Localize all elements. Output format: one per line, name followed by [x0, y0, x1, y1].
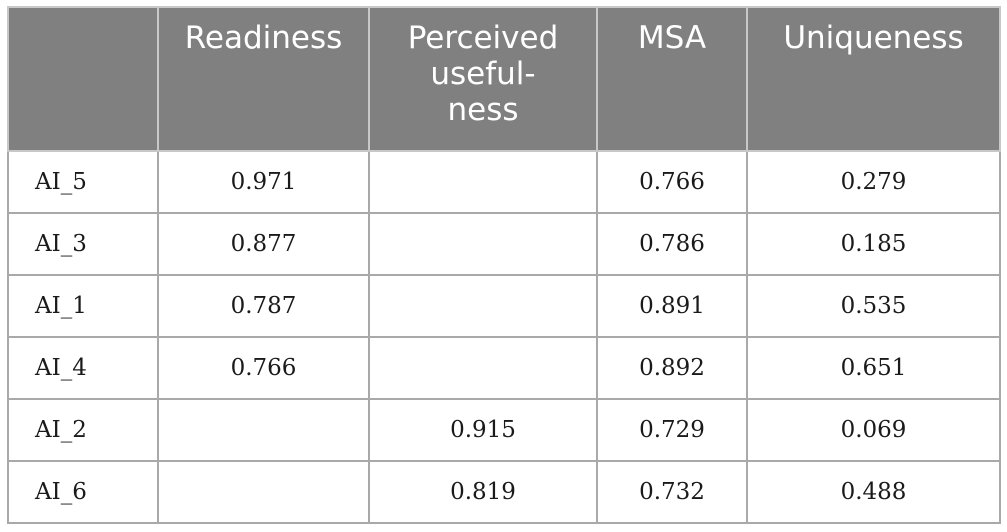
table-row: AI_2 0.915 0.729 0.069 [7, 398, 1001, 462]
uniqueness-cell: 0.185 [746, 212, 1001, 276]
factor-loadings-table: Readiness Perceived useful- ness MSA Uni… [7, 6, 1001, 524]
readiness-cell [157, 460, 370, 524]
row-label: AI_5 [7, 150, 159, 214]
table-row: AI_6 0.819 0.732 0.488 [7, 460, 1001, 524]
row-label: AI_2 [7, 398, 159, 462]
table-row: AI_5 0.971 0.766 0.279 [7, 150, 1001, 214]
row-label: AI_3 [7, 212, 159, 276]
msa-cell: 0.766 [596, 150, 748, 214]
header-readiness: Readiness [157, 6, 370, 152]
table-row: AI_3 0.877 0.786 0.185 [7, 212, 1001, 276]
uniqueness-cell: 0.535 [746, 274, 1001, 338]
msa-cell: 0.732 [596, 460, 748, 524]
msa-cell: 0.891 [596, 274, 748, 338]
readiness-cell: 0.787 [157, 274, 370, 338]
table-row: AI_4 0.766 0.892 0.651 [7, 336, 1001, 400]
table-row: AI_1 0.787 0.891 0.535 [7, 274, 1001, 338]
uniqueness-cell: 0.279 [746, 150, 1001, 214]
uniqueness-cell: 0.488 [746, 460, 1001, 524]
perceived-usefulness-cell [368, 150, 598, 214]
header-row: Readiness Perceived useful- ness MSA Uni… [7, 6, 1001, 152]
header-uniqueness: Uniqueness [746, 6, 1001, 152]
header-perceived-usefulness-line-1: Perceived [407, 20, 559, 56]
row-label: AI_6 [7, 460, 159, 524]
header-perceived-usefulness-line-2: useful- [430, 56, 536, 92]
perceived-usefulness-cell [368, 336, 598, 400]
header-msa: MSA [596, 6, 748, 152]
header-corner [7, 6, 159, 152]
readiness-cell: 0.877 [157, 212, 370, 276]
perceived-usefulness-cell: 0.915 [368, 398, 598, 462]
uniqueness-cell: 0.651 [746, 336, 1001, 400]
readiness-cell: 0.971 [157, 150, 370, 214]
row-label: AI_1 [7, 274, 159, 338]
msa-cell: 0.786 [596, 212, 748, 276]
uniqueness-cell: 0.069 [746, 398, 1001, 462]
perceived-usefulness-cell: 0.819 [368, 460, 598, 524]
readiness-cell [157, 398, 370, 462]
header-perceived-usefulness-line-3: ness [447, 92, 519, 128]
row-label: AI_4 [7, 336, 159, 400]
readiness-cell: 0.766 [157, 336, 370, 400]
msa-cell: 0.729 [596, 398, 748, 462]
perceived-usefulness-cell [368, 274, 598, 338]
perceived-usefulness-cell [368, 212, 598, 276]
header-perceived-usefulness: Perceived useful- ness [368, 6, 598, 152]
msa-cell: 0.892 [596, 336, 748, 400]
